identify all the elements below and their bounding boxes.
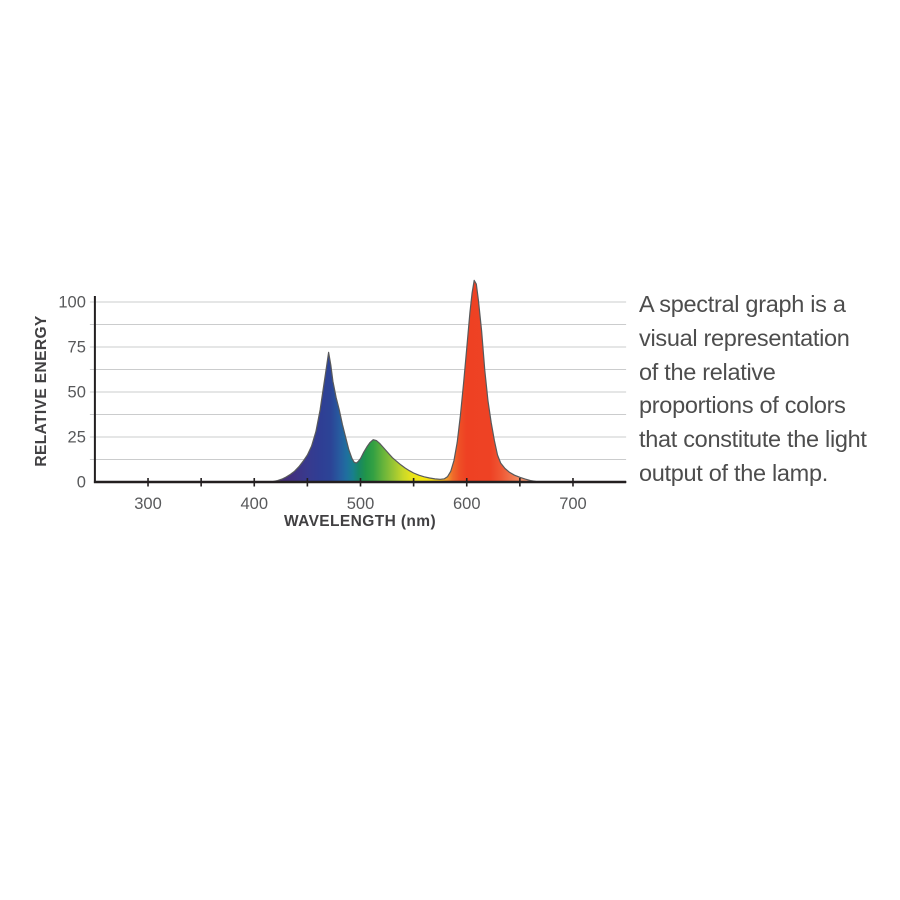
spectral-chart: 300 400 500 600 700 0 25 50 75 100 RELATIVE ENERGY… [33, 279, 627, 530]
description-line: visual representation [639, 324, 850, 351]
description-line: that constitute the light [639, 426, 867, 453]
x-tick-label: 600 [453, 495, 481, 513]
spectral-curve [94, 279, 627, 483]
y-tick-label: 50 [68, 384, 86, 402]
y-tick-label: 75 [68, 339, 86, 357]
x-tick-label: 300 [134, 495, 162, 513]
y-axis-title: RELATIVE ENERGY [33, 315, 50, 467]
x-tick-label: 400 [240, 495, 268, 513]
description-line: output of the lamp. [639, 459, 828, 486]
description-line: proportions of colors [639, 392, 846, 419]
y-tick-label: 0 [77, 474, 86, 492]
x-tick-label: 700 [559, 495, 587, 513]
description-text: A spectral graph is a visual representat… [639, 288, 879, 491]
description-line: A spectral graph is a [639, 291, 846, 317]
x-axis-title: WAVELENGTH (nm) [284, 513, 436, 530]
y-tick-label: 25 [68, 429, 86, 447]
description-line: of the relative [639, 358, 776, 385]
x-tick-label: 500 [347, 495, 375, 513]
y-tick-label: 100 [58, 294, 86, 312]
